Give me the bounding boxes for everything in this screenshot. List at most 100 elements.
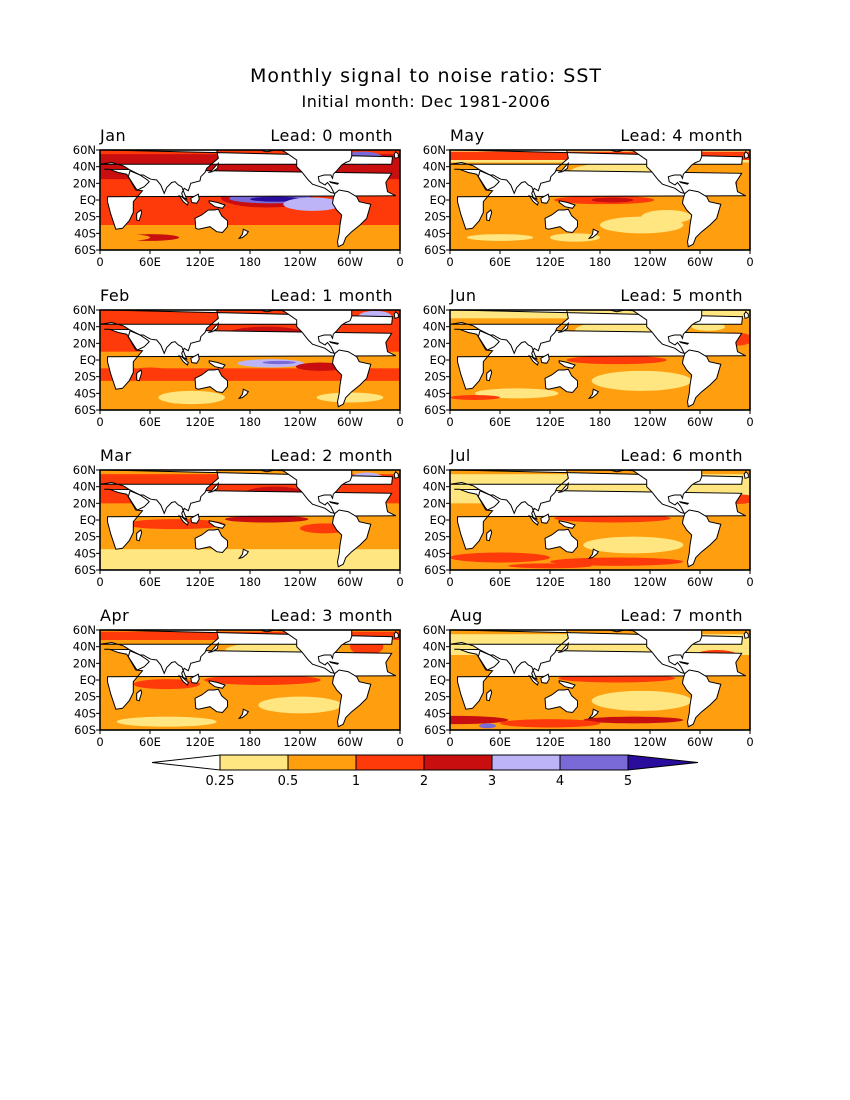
x-tick-label: 0 [746,255,753,269]
colorbar-bin [219,754,289,771]
land-madagascar [486,529,493,542]
x-tick-label: 60W [337,415,363,429]
x-tick-label: 180 [239,735,261,749]
land-nz [587,228,600,240]
colorbar-bin [287,754,357,771]
sst-contour-region [583,536,684,554]
land-australia [194,528,228,554]
panel-month-label: Aug [450,606,483,625]
y-tick-label: 20S [424,690,446,704]
land-namerica [259,150,353,195]
land-nz [587,708,600,720]
y-tick-label: 20S [74,690,96,704]
x-tick-label: 180 [239,415,261,429]
x-tick-label: 180 [589,415,611,429]
x-tick-label: 120E [535,415,564,429]
land-iceland [732,146,739,147]
land-iceland [732,626,739,627]
x-tick-label: 60E [489,575,511,589]
land-australia [544,368,578,394]
y-tick-label: 20N [73,176,96,190]
x-tick-label: 120W [633,415,666,429]
sst-contour-region [158,390,225,405]
y-tick-label: 60N [73,463,96,477]
x-tick-label: 120W [283,575,316,589]
y-tick-label: 60S [74,563,96,577]
y-tick-label: 60S [74,243,96,257]
x-tick-label: 120W [283,255,316,269]
colorbar-bin [559,754,629,771]
figure-subtitle: Initial month: Dec 1981-2006 [301,92,550,111]
land-japan [558,161,570,173]
y-tick-label: 20N [423,176,446,190]
sst-contour-region [500,719,600,728]
y-tick-label: EQ [80,193,96,207]
panel-lead-label: Lead: 5 month [620,286,743,305]
x-tick-label: 0 [396,255,403,269]
y-tick-label: 20N [73,656,96,670]
x-tick-label: 0 [446,415,453,429]
y-tick-label: 40N [423,640,446,654]
y-tick-label: 20S [74,530,96,544]
land-nz [237,388,250,400]
land-australia [194,208,228,234]
land-australia [544,208,578,234]
land-iceland [732,306,739,307]
land-newguinea [558,200,576,209]
colorbar: 0.25 0.5 1 2 3 4 5 [151,754,699,789]
y-tick-label: 60N [423,463,446,477]
x-tick-label: 180 [589,735,611,749]
land-cuba [678,340,690,345]
land-madagascar [136,529,143,542]
land-borneo [190,193,200,204]
sst-contour-region [108,553,192,562]
colorbar-bin [491,754,561,771]
y-tick-label: 20S [424,370,446,384]
land-samerica [681,669,722,728]
sst-contour-region [100,234,150,241]
y-tick-label: 40N [423,320,446,334]
land-newguinea [558,680,576,689]
x-tick-label: 60W [687,575,713,589]
panel-month-label: Mar [100,446,132,465]
land-samerica [331,189,372,248]
land-britain [393,630,399,639]
land-borneo [540,513,550,524]
land-iceland [382,466,389,467]
sst-contour-region [550,557,684,566]
y-tick-label: 20S [424,530,446,544]
sst-field [100,150,400,250]
land-cuba [678,500,690,505]
colorbar-bin [423,754,493,771]
land-sumatra [527,194,539,206]
sst-field [450,626,750,730]
panel-month-label: Jan [99,126,126,145]
y-tick-label: 20S [424,210,446,224]
land-cuba [678,660,690,665]
land-nz [237,708,250,720]
panel-lead-label: Lead: 7 month [620,606,743,625]
land-cuba [328,340,340,345]
land-newguinea [208,520,226,529]
land-sumatra [527,354,539,366]
land-samerica [681,349,722,408]
land-madagascar [136,689,143,702]
x-tick-label: 0 [96,735,103,749]
y-tick-label: 60S [424,723,446,737]
sst-contour-region [100,368,400,381]
x-tick-label: 0 [746,415,753,429]
land-cuba [328,180,340,185]
y-tick-label: 60S [424,403,446,417]
land-japan [558,641,570,653]
x-tick-label: 120E [535,255,564,269]
x-tick-label: 180 [239,575,261,589]
land-namerica [609,630,703,675]
sst-contour-region [583,716,684,724]
sst-contour-region [116,716,217,727]
land-japan [558,321,570,333]
colorbar-level-label: 3 [488,774,496,789]
land-australia [194,368,228,394]
sst-contour-region [316,392,384,403]
